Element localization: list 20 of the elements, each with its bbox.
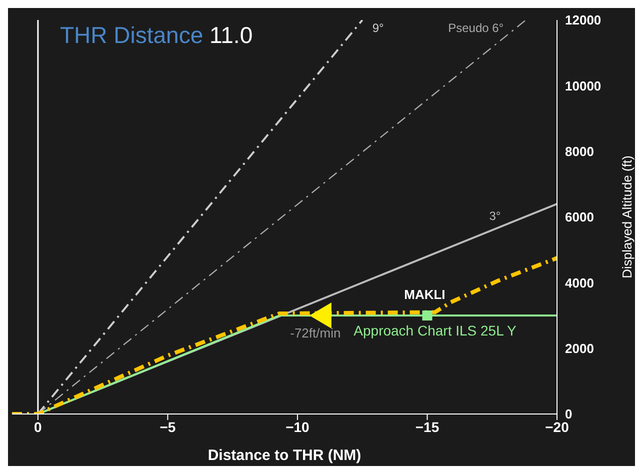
y-tick-label: 4000: [565, 275, 594, 290]
y-tick-label: 2000: [565, 340, 594, 356]
x-tick-label: −5: [160, 418, 176, 435]
x-tick-label: −10: [286, 418, 310, 435]
x-tick-label: −15: [415, 418, 440, 435]
annotation: -72ft/min: [290, 326, 341, 340]
y-axis-title: Displayed Altitude (ft): [620, 156, 635, 278]
y-tick-label: 8000: [565, 144, 594, 159]
y-tick-label: 6000: [565, 210, 594, 225]
series-label: MAKLI: [404, 286, 446, 302]
y-tick-label: 10000: [565, 78, 602, 94]
x-tick-label: 0: [34, 418, 42, 435]
chart-subtitle: 11.0: [210, 22, 253, 48]
series-label: 9°: [372, 21, 384, 35]
series-label: 3°: [489, 208, 501, 223]
y-tick-label: 12000: [565, 12, 602, 28]
series-label: Pseudo 6°: [448, 21, 504, 35]
series-label: Approach Chart ILS 25L Y: [354, 322, 517, 338]
x-axis-title: Distance to THR (NM): [208, 447, 362, 464]
chart-title: THR Distance: [60, 22, 204, 48]
